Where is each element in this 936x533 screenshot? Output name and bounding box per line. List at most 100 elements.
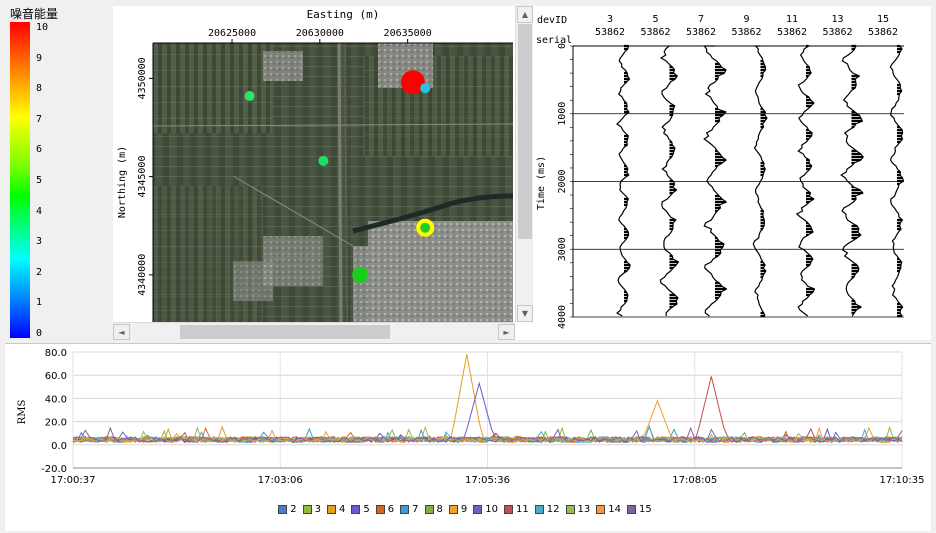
scroll-left-button[interactable]: ◄ bbox=[113, 324, 130, 340]
map-ytick-label: 4340000 bbox=[137, 254, 148, 296]
rms-series-line bbox=[72, 426, 903, 444]
legend-swatch bbox=[448, 505, 458, 514]
legend-label: 4 bbox=[339, 504, 346, 515]
trace-devid: 9 bbox=[743, 14, 749, 25]
map-point bbox=[420, 222, 431, 233]
legend-swatch bbox=[504, 505, 514, 514]
map-xtick-label: 20625000 bbox=[208, 28, 256, 39]
legend-label: 3 bbox=[314, 504, 322, 515]
legend-item[interactable]: 12 bbox=[534, 504, 560, 515]
legend-label: 8 bbox=[436, 504, 443, 515]
legend-swatch bbox=[327, 505, 337, 514]
rms-axis-ticks: 80.0 60.0 40.0 20.0 0.0 -20.017:00:37 17:03:06… bbox=[41, 348, 924, 486]
map-points bbox=[244, 70, 435, 283]
legend-item[interactable]: 11 bbox=[504, 504, 529, 515]
seismic-trace-fill bbox=[851, 44, 864, 315]
legend-swatch bbox=[534, 505, 544, 514]
trace-devid: 5 bbox=[652, 14, 658, 25]
serial-label: serial bbox=[536, 35, 572, 46]
map-horizontal-scrollbar[interactable]: ◄ ► bbox=[113, 322, 515, 341]
map-ytick-label: 4345000 bbox=[137, 156, 148, 198]
legend-item[interactable]: 7 bbox=[400, 504, 419, 515]
legend-swatch bbox=[278, 505, 288, 514]
legend-label: 11 bbox=[516, 504, 529, 515]
colorbar-tick: 5 bbox=[36, 175, 43, 186]
colorbar-tick: 1 bbox=[36, 297, 43, 309]
legend-swatch bbox=[424, 505, 434, 514]
colorbar-tick: 3 bbox=[36, 236, 43, 248]
rms-ytick-label: 80.0 bbox=[45, 348, 67, 359]
legend-label: 14 bbox=[608, 504, 621, 515]
rms-ytick-label: 0.0 bbox=[51, 441, 67, 452]
map-point bbox=[318, 155, 329, 166]
scroll-up-button[interactable]: ▲ bbox=[517, 6, 533, 23]
seismic-ytick-label: 2000 bbox=[557, 169, 568, 193]
map-plot[interactable]: 20625000 20630000 20635000 4350000 4345000 43… bbox=[113, 6, 513, 322]
legend-item[interactable]: 10 bbox=[473, 504, 498, 515]
legend-label: 9 bbox=[460, 504, 468, 515]
colorbar-tick: 8 bbox=[36, 83, 43, 95]
rms-series-line bbox=[72, 425, 903, 444]
rms-series bbox=[72, 354, 903, 444]
map-ylabel: Northing (m) bbox=[117, 146, 128, 218]
seismic-trace bbox=[659, 45, 680, 317]
legend-item[interactable]: 15 bbox=[626, 504, 652, 515]
vertical-scroll-thumb[interactable] bbox=[518, 24, 532, 239]
seismic-trace-fill bbox=[806, 44, 815, 297]
trace-devid: 11 bbox=[786, 14, 798, 25]
seismic-trace bbox=[795, 45, 816, 317]
legend-item[interactable]: 14 bbox=[596, 504, 621, 515]
legend-item[interactable]: 9 bbox=[448, 504, 468, 515]
seismic-ytick-label: 4000 bbox=[557, 305, 568, 329]
legend-item[interactable]: 8 bbox=[424, 504, 443, 515]
scroll-down-button[interactable]: ▼ bbox=[517, 305, 533, 322]
trace-serial: 53862 bbox=[595, 27, 625, 38]
map-xtick-label: 20635000 bbox=[384, 28, 432, 39]
rms-ytick-label: 40.0 bbox=[45, 394, 67, 405]
legend-item[interactable]: 4 bbox=[327, 504, 345, 515]
seismic-trace bbox=[840, 45, 864, 317]
legend-label: 15 bbox=[638, 504, 652, 515]
rms-ytick-label: 20.0 bbox=[45, 418, 67, 429]
seismic-traces bbox=[616, 44, 905, 318]
legend-swatch bbox=[626, 505, 636, 514]
map-panel: 20625000 20630000 20635000 4350000 4345000 43… bbox=[113, 6, 534, 341]
horizontal-scroll-thumb[interactable] bbox=[180, 325, 390, 339]
rms-legend: 2 3 4 5 6 7 8 9 10 11 12 13 14 15 bbox=[5, 499, 931, 518]
map-point bbox=[400, 70, 425, 95]
rms-panel: RMS 80.0 60.0 40.0 20.0 0.0 -20.0 17:00:37 17:0… bbox=[5, 343, 931, 531]
seismic-trace bbox=[889, 45, 905, 317]
rms-ytick-label: -20.0 bbox=[41, 464, 67, 475]
legend-item[interactable]: 13 bbox=[565, 504, 591, 515]
legend-item[interactable]: 6 bbox=[375, 504, 394, 515]
rms-xtick-label: 17:00:37 bbox=[51, 475, 96, 486]
legend-label: 13 bbox=[577, 504, 591, 515]
scroll-right-button[interactable]: ► bbox=[498, 324, 515, 340]
trace-serial: 53862 bbox=[822, 27, 852, 38]
legend-swatch bbox=[351, 505, 361, 514]
rms-xtick-label: 17:10:35 bbox=[880, 475, 925, 486]
colorbar-tick: 10 bbox=[36, 22, 49, 33]
trace-devid: 7 bbox=[698, 14, 704, 25]
seismic-panel: devID serial Time (ms) 3 53862 5 53862 7 5386… bbox=[533, 6, 931, 340]
map-point bbox=[244, 91, 255, 102]
legend-swatch bbox=[473, 505, 483, 514]
legend-swatch bbox=[596, 505, 606, 514]
legend-label: 10 bbox=[485, 504, 499, 515]
seismic-plot[interactable]: devID serial Time (ms) 3 53862 5 53862 7 5386… bbox=[533, 6, 931, 340]
trace-serial: 53862 bbox=[731, 27, 761, 38]
legend-item[interactable]: 5 bbox=[351, 504, 370, 515]
trace-devid: 15 bbox=[877, 14, 889, 25]
rms-xtick-label: 17:08:05 bbox=[672, 475, 717, 486]
legend-item[interactable]: 2 bbox=[278, 504, 297, 515]
colorbar-tick: 9 bbox=[36, 52, 43, 64]
legend-item[interactable]: 3 bbox=[302, 504, 322, 515]
seismic-trace bbox=[752, 45, 768, 317]
seismic-trace-fill bbox=[624, 44, 631, 303]
rms-chart[interactable]: RMS 80.0 60.0 40.0 20.0 0.0 -20.017:00:37 17:0… bbox=[5, 344, 931, 504]
map-vertical-scrollbar[interactable]: ▲ ▼ bbox=[515, 6, 534, 322]
trace-serial: 53862 bbox=[686, 27, 716, 38]
rms-ylabel: RMS bbox=[17, 400, 28, 425]
rms-ytick-label: 60.0 bbox=[45, 371, 67, 382]
legend-label: 12 bbox=[546, 504, 560, 515]
